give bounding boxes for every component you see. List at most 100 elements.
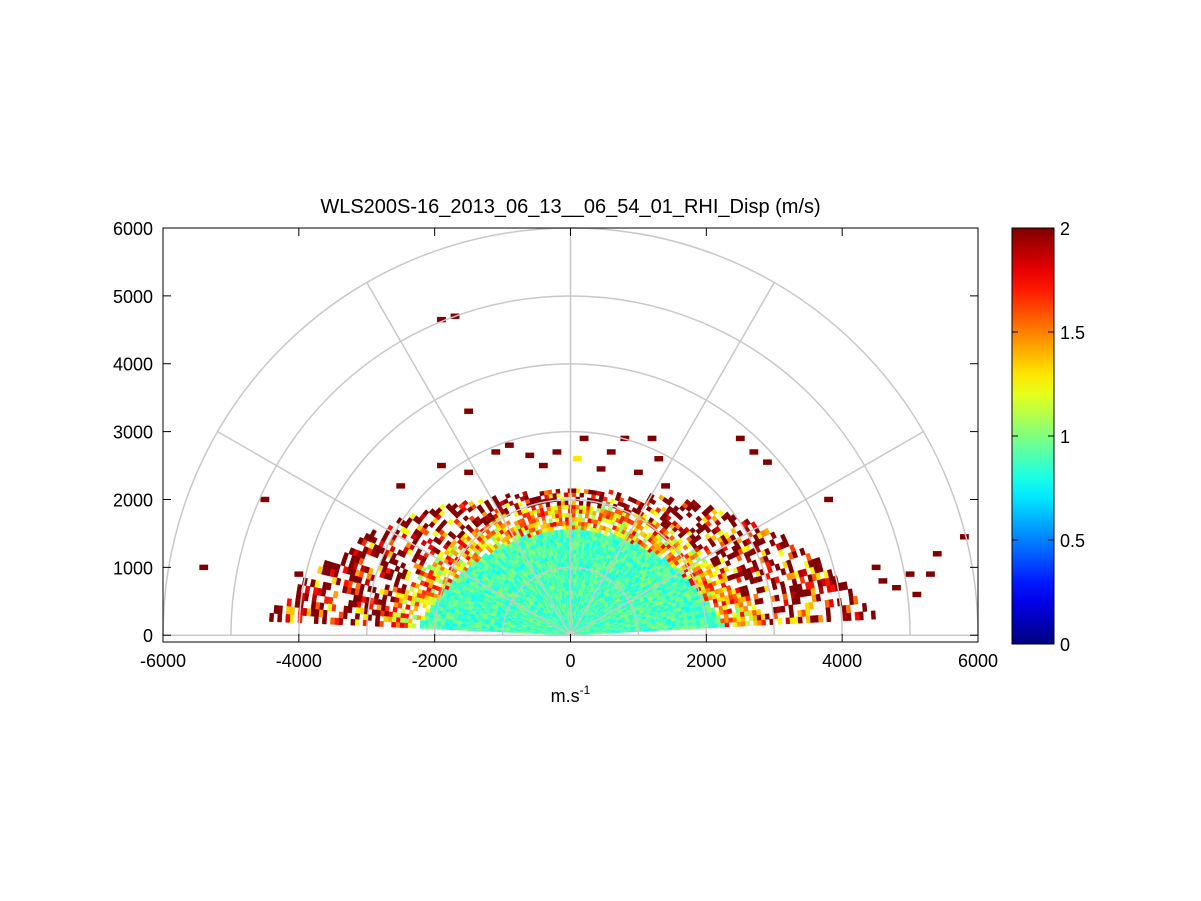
data-cell [444, 622, 450, 627]
outlier-cell [294, 571, 304, 577]
data-cell [564, 500, 569, 506]
data-cell [870, 610, 876, 620]
data-cell [407, 618, 413, 624]
data-cell [828, 599, 835, 608]
data-cell [343, 605, 349, 613]
data-cell [582, 505, 587, 511]
x-tick-label: -2000 [412, 651, 458, 671]
outlier-cell [763, 459, 772, 465]
data-cell [740, 616, 746, 622]
outlier-cell [735, 435, 745, 442]
data-cell [577, 517, 582, 522]
data-cell [411, 623, 417, 629]
data-cell [468, 627, 474, 632]
data-cell [436, 621, 442, 626]
data-cell [420, 615, 426, 621]
data-cell [658, 494, 665, 501]
data-cell [723, 613, 729, 619]
data-cell [496, 629, 502, 633]
data-cell [525, 631, 531, 634]
data-cell [799, 547, 806, 556]
data-cell [412, 614, 418, 620]
data-cell [334, 617, 340, 625]
y-tick-label: 4000 [113, 355, 153, 375]
data-cell [428, 612, 434, 618]
outlier-cell [647, 435, 657, 442]
data-cell [690, 499, 698, 507]
data-cell [472, 625, 478, 629]
data-cell [846, 612, 852, 621]
data-cell [707, 619, 713, 625]
data-cell [390, 596, 396, 603]
data-cell [338, 617, 344, 626]
data-cell [480, 628, 486, 632]
data-cell [277, 613, 283, 623]
data-cell [671, 520, 678, 527]
data-cell [423, 620, 429, 626]
data-cell [571, 520, 576, 526]
colorbar-tick-label: 0 [1060, 635, 1070, 655]
data-cell [566, 549, 570, 555]
data-cell [826, 614, 832, 623]
data-cell [573, 537, 578, 543]
data-cell [399, 622, 405, 628]
data-cell [551, 513, 556, 519]
outlier-cell [464, 469, 474, 476]
data-cell [562, 529, 567, 534]
data-cell [570, 569, 574, 575]
data-cell [407, 623, 413, 629]
data-cell [285, 606, 292, 615]
data-cell [679, 625, 685, 630]
data-cell [714, 610, 721, 616]
data-cell [750, 521, 758, 529]
data-cell [616, 491, 622, 498]
data-cell [758, 597, 764, 605]
data-cell [740, 620, 746, 627]
data-cell [371, 609, 377, 616]
data-cell [587, 489, 593, 495]
data-cell [572, 573, 575, 579]
data-cell [391, 621, 396, 628]
outlier-cell [912, 591, 922, 598]
data-cell [575, 488, 581, 494]
data-cell [509, 630, 514, 633]
data-cell [456, 626, 462, 631]
data-cell [578, 509, 583, 514]
data-cell [756, 614, 762, 621]
data-cell [529, 631, 535, 634]
data-cell [448, 619, 454, 624]
data-cell [562, 525, 566, 530]
data-cell [710, 606, 716, 613]
data-cell [419, 623, 425, 629]
data-cell [574, 529, 578, 534]
data-cell [574, 516, 579, 522]
data-cell [845, 604, 852, 614]
data-cell [416, 615, 422, 621]
data-cell [513, 630, 518, 634]
data-cell [505, 630, 510, 633]
outlier-cell [824, 496, 833, 503]
colorbar-tick-label: 1.5 [1060, 323, 1085, 343]
data-cell [700, 624, 706, 629]
data-cell [555, 488, 561, 494]
y-tick-label: 5000 [113, 287, 153, 307]
data-cell [707, 504, 715, 512]
data-cell [671, 626, 677, 631]
outlier-cell [661, 483, 670, 489]
data-cell [423, 624, 429, 629]
data-cell [716, 622, 722, 628]
data-cell [697, 543, 704, 551]
y-tick-label: 0 [143, 626, 153, 646]
data-cell [716, 618, 722, 624]
data-cell [696, 624, 701, 629]
data-cell [355, 607, 361, 615]
data-cell [376, 604, 382, 611]
data-cell [724, 617, 730, 624]
data-cell [795, 597, 801, 605]
outlier-cell [634, 469, 643, 476]
data-cell [699, 620, 705, 626]
data-cell [577, 521, 582, 527]
data-cell [736, 621, 742, 627]
data-cell [717, 509, 725, 518]
data-cell [310, 601, 317, 610]
